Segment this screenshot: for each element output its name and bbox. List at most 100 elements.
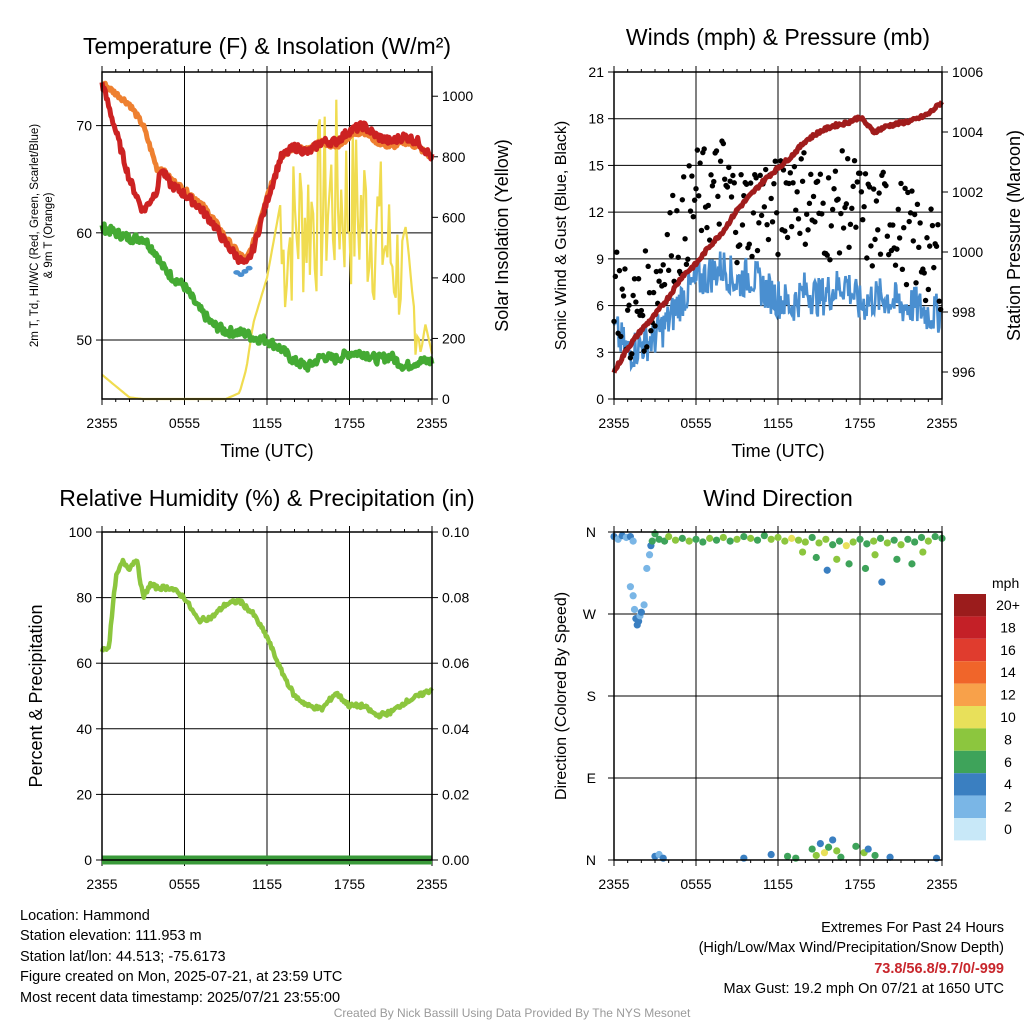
gust-point — [864, 255, 870, 261]
y-tick-label: 15 — [588, 157, 604, 173]
gust-point — [931, 264, 937, 271]
y-tick-label: 40 — [76, 721, 92, 737]
direction-point — [871, 551, 879, 559]
gust-point — [831, 186, 837, 192]
figure-created: Figure created on Mon, 2025-07-21, at 23… — [20, 969, 343, 986]
gust-point — [738, 171, 744, 178]
direction-point — [648, 537, 656, 545]
gust-point — [877, 251, 884, 257]
gust-point — [641, 348, 647, 354]
direction-point — [760, 532, 768, 540]
gust-point — [921, 270, 927, 276]
y-tick-label: 800 — [442, 149, 466, 165]
y-tick-label: 1006 — [952, 64, 983, 80]
direction-point — [897, 541, 905, 549]
direction-point — [876, 534, 885, 542]
gust-point — [690, 213, 696, 220]
colorbar-swatch — [954, 818, 986, 841]
y-tick-label: 0.00 — [442, 852, 469, 868]
y-tick-label: 60 — [76, 655, 92, 671]
gust-point — [631, 276, 638, 282]
direction-point — [774, 533, 782, 542]
gust-point — [866, 184, 873, 190]
gust-point — [883, 182, 889, 189]
extremes-subtitle: (High/Low/Max Wind/Precipitation/Snow De… — [698, 940, 1004, 957]
y-axis-label: Percent & Precipitation — [26, 604, 46, 787]
colorbar-swatch — [954, 706, 986, 729]
colorbar-label: 16 — [1000, 642, 1016, 658]
direction-point — [823, 566, 831, 574]
gust-point — [925, 286, 932, 293]
direction-point — [837, 853, 845, 861]
gust-point — [928, 206, 934, 212]
panel-title: Winds (mph) & Pressure (mb) — [626, 24, 930, 50]
gust-point — [664, 231, 670, 238]
gust-point — [819, 211, 825, 217]
gust-point — [728, 194, 735, 200]
gust-point — [824, 252, 830, 258]
y-tick-label: W — [583, 606, 597, 622]
direction-point — [733, 535, 741, 543]
gust-point — [706, 237, 713, 243]
gust-point — [870, 186, 877, 192]
gust-point — [629, 351, 635, 357]
gust-point — [638, 307, 645, 314]
y-tick-label: 18 — [588, 111, 604, 127]
colorbar-swatch — [954, 795, 986, 818]
gust-point — [713, 148, 720, 154]
gust-point — [849, 205, 855, 212]
plot-frame — [101, 71, 433, 400]
gust-point — [705, 202, 711, 209]
gust-point — [756, 220, 762, 226]
y-tick-label: 600 — [442, 209, 466, 225]
direction-point — [753, 536, 762, 544]
y-tick-label: 0.06 — [442, 655, 469, 671]
x-tick-label: 2355 — [416, 876, 447, 892]
gust-point — [717, 158, 724, 164]
gust-point — [618, 333, 624, 340]
y-tick-label: 50 — [76, 332, 92, 348]
direction-point — [783, 852, 792, 860]
direction-point — [781, 537, 789, 545]
direction-point — [931, 532, 939, 541]
direction-point — [655, 535, 663, 543]
heat-index-point — [241, 269, 249, 274]
gust-point — [691, 197, 698, 203]
colorbar-swatch — [954, 683, 986, 706]
gust-point — [731, 180, 737, 186]
y-tick-label: 0.10 — [442, 524, 469, 540]
direction-point — [835, 537, 844, 545]
direction-point — [870, 537, 878, 545]
gust-point — [876, 190, 882, 196]
gust-point — [910, 238, 916, 244]
gust-point — [675, 254, 681, 260]
gust-point — [709, 183, 716, 189]
direction-point — [643, 564, 651, 573]
direction-point — [808, 533, 816, 542]
direction-point — [712, 536, 721, 544]
direction-point — [861, 564, 870, 573]
direction-point — [893, 555, 901, 563]
gust-point — [895, 206, 901, 212]
colorbar-swatch — [954, 594, 986, 617]
gust-point — [850, 183, 856, 190]
gust-point — [892, 262, 899, 268]
direction-point — [726, 537, 734, 545]
direction-point — [671, 536, 680, 544]
gust-point — [839, 148, 845, 154]
x-tick-label: 1155 — [252, 876, 282, 892]
gust-point — [827, 257, 833, 263]
gust-point — [927, 243, 933, 249]
y-tick-label: 998 — [952, 304, 976, 320]
station-elevation: Station elevation: 111.953 m — [20, 928, 202, 945]
gust-point — [798, 156, 804, 162]
series-2m-temp — [99, 82, 435, 265]
colorbar-swatch — [954, 661, 986, 684]
gust-point — [650, 289, 657, 296]
gust-point — [860, 217, 866, 223]
gust-point — [861, 204, 867, 210]
colorbar-label: 10 — [1000, 709, 1016, 725]
gust-point — [793, 207, 799, 213]
x-tick-label: 2355 — [598, 876, 629, 892]
gust-point — [872, 236, 878, 243]
